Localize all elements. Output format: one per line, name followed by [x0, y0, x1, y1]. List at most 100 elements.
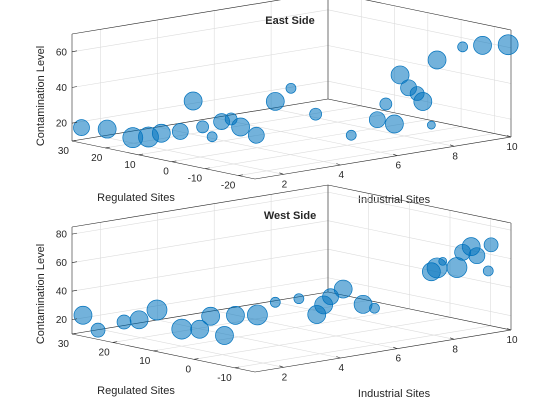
data-point	[90, 322, 106, 338]
z-tick-label: 60	[56, 47, 68, 58]
x-tick-label: 10	[506, 335, 518, 346]
data-point	[97, 119, 117, 139]
y-tick-label: -20	[221, 181, 236, 192]
data-point	[151, 123, 171, 143]
west-side-panel: 20 40 60 80 -10 0 10 20 30 2 4 6 8 10 West Side Conta…	[35, 184, 518, 400]
z-tick-label: 20	[56, 119, 68, 130]
data-point	[385, 114, 404, 134]
z-tick	[71, 318, 78, 321]
x-tick	[336, 163, 341, 166]
gridline	[171, 119, 428, 163]
data-point	[183, 91, 203, 111]
west-side-title: West Side	[264, 210, 316, 222]
y-tick-label: 10	[139, 356, 151, 367]
y-tick	[138, 153, 144, 156]
y-tick	[205, 167, 210, 169]
data-point	[231, 117, 250, 137]
data-point	[457, 41, 468, 53]
data-point	[146, 299, 168, 321]
data-point	[206, 131, 218, 143]
data-point	[269, 296, 281, 308]
data-point	[129, 310, 149, 330]
gridline	[71, 220, 329, 263]
y-tick	[112, 341, 118, 343]
gridline	[153, 308, 410, 352]
data-point	[73, 305, 93, 325]
gridline	[271, 108, 455, 147]
axis-edge	[327, 184, 512, 224]
x-tick	[450, 337, 455, 340]
axis-edge	[71, 184, 329, 228]
gridline	[238, 133, 495, 176]
gridline	[327, 277, 512, 317]
y-tick-label: 10	[124, 160, 136, 171]
gridline	[193, 317, 451, 360]
x-tick	[506, 328, 512, 331]
data-point	[285, 82, 297, 94]
gridline	[71, 248, 329, 292]
x-tick	[336, 356, 341, 359]
east-side-title: East Side	[265, 15, 315, 27]
axis-edge	[327, 291, 512, 331]
y-tick	[105, 146, 110, 149]
axis-edge	[71, 0, 282, 35]
y-tick	[71, 332, 77, 335]
y-tick-label: 20	[99, 347, 111, 358]
x-tick-label: 2	[282, 179, 288, 190]
gridline	[71, 45, 329, 88]
axis-edge	[365, 0, 512, 31]
data-point	[247, 304, 268, 326]
data-point	[171, 318, 193, 340]
gridline	[234, 325, 491, 369]
east-side-ylabel: Regulated Sites	[97, 192, 175, 204]
z-tick	[71, 50, 78, 53]
data-point	[427, 120, 436, 130]
y-tick-label: 30	[58, 146, 70, 157]
east-side-panel: 20 40 60 -20 -10 0 10 20 30 2 4 6 8 10 East Side Cont…	[35, 0, 519, 206]
east-side-xlabel: Industrial Sites	[358, 194, 431, 206]
gridline	[138, 112, 395, 156]
axis-edge	[327, 98, 512, 138]
y-tick-label: 30	[58, 339, 70, 350]
z-tick	[71, 261, 78, 263]
data-point	[422, 262, 441, 282]
gridline	[327, 248, 512, 288]
y-tick	[153, 349, 158, 352]
x-tick-label: 8	[452, 344, 458, 355]
axis-edge	[71, 333, 256, 373]
data-point	[390, 65, 410, 85]
z-tick-label: 80	[56, 230, 68, 241]
y-tick	[171, 160, 177, 163]
x-tick-label: 10	[506, 142, 518, 153]
data-point	[196, 120, 209, 134]
x-tick	[279, 365, 284, 368]
data-point	[400, 79, 417, 97]
y-tick-label: 20	[91, 153, 103, 164]
data-point	[497, 34, 519, 56]
x-tick-label: 4	[339, 363, 345, 374]
y-tick-label: -10	[217, 373, 232, 384]
y-tick	[193, 358, 199, 360]
z-tick-label: 40	[56, 287, 68, 298]
axis-edge	[254, 329, 512, 373]
axis-edge	[71, 291, 329, 335]
gridline	[71, 191, 329, 235]
gridline	[214, 310, 398, 349]
y-tick	[238, 174, 243, 176]
data-point	[309, 107, 322, 121]
y-tick	[71, 139, 77, 142]
z-tick	[71, 289, 78, 292]
west-side-xlabel: Industrial Sites	[358, 388, 431, 400]
gridline	[71, 277, 329, 321]
y-tick-label: -10	[188, 174, 203, 185]
gridline	[71, 9, 329, 53]
data-point	[293, 293, 305, 305]
x-tick	[393, 153, 398, 156]
data-point	[345, 129, 357, 141]
data-point	[171, 123, 189, 140]
gridline	[271, 301, 455, 340]
y-tick-label: 0	[163, 167, 169, 178]
data-point	[116, 314, 132, 330]
x-tick	[279, 172, 284, 175]
